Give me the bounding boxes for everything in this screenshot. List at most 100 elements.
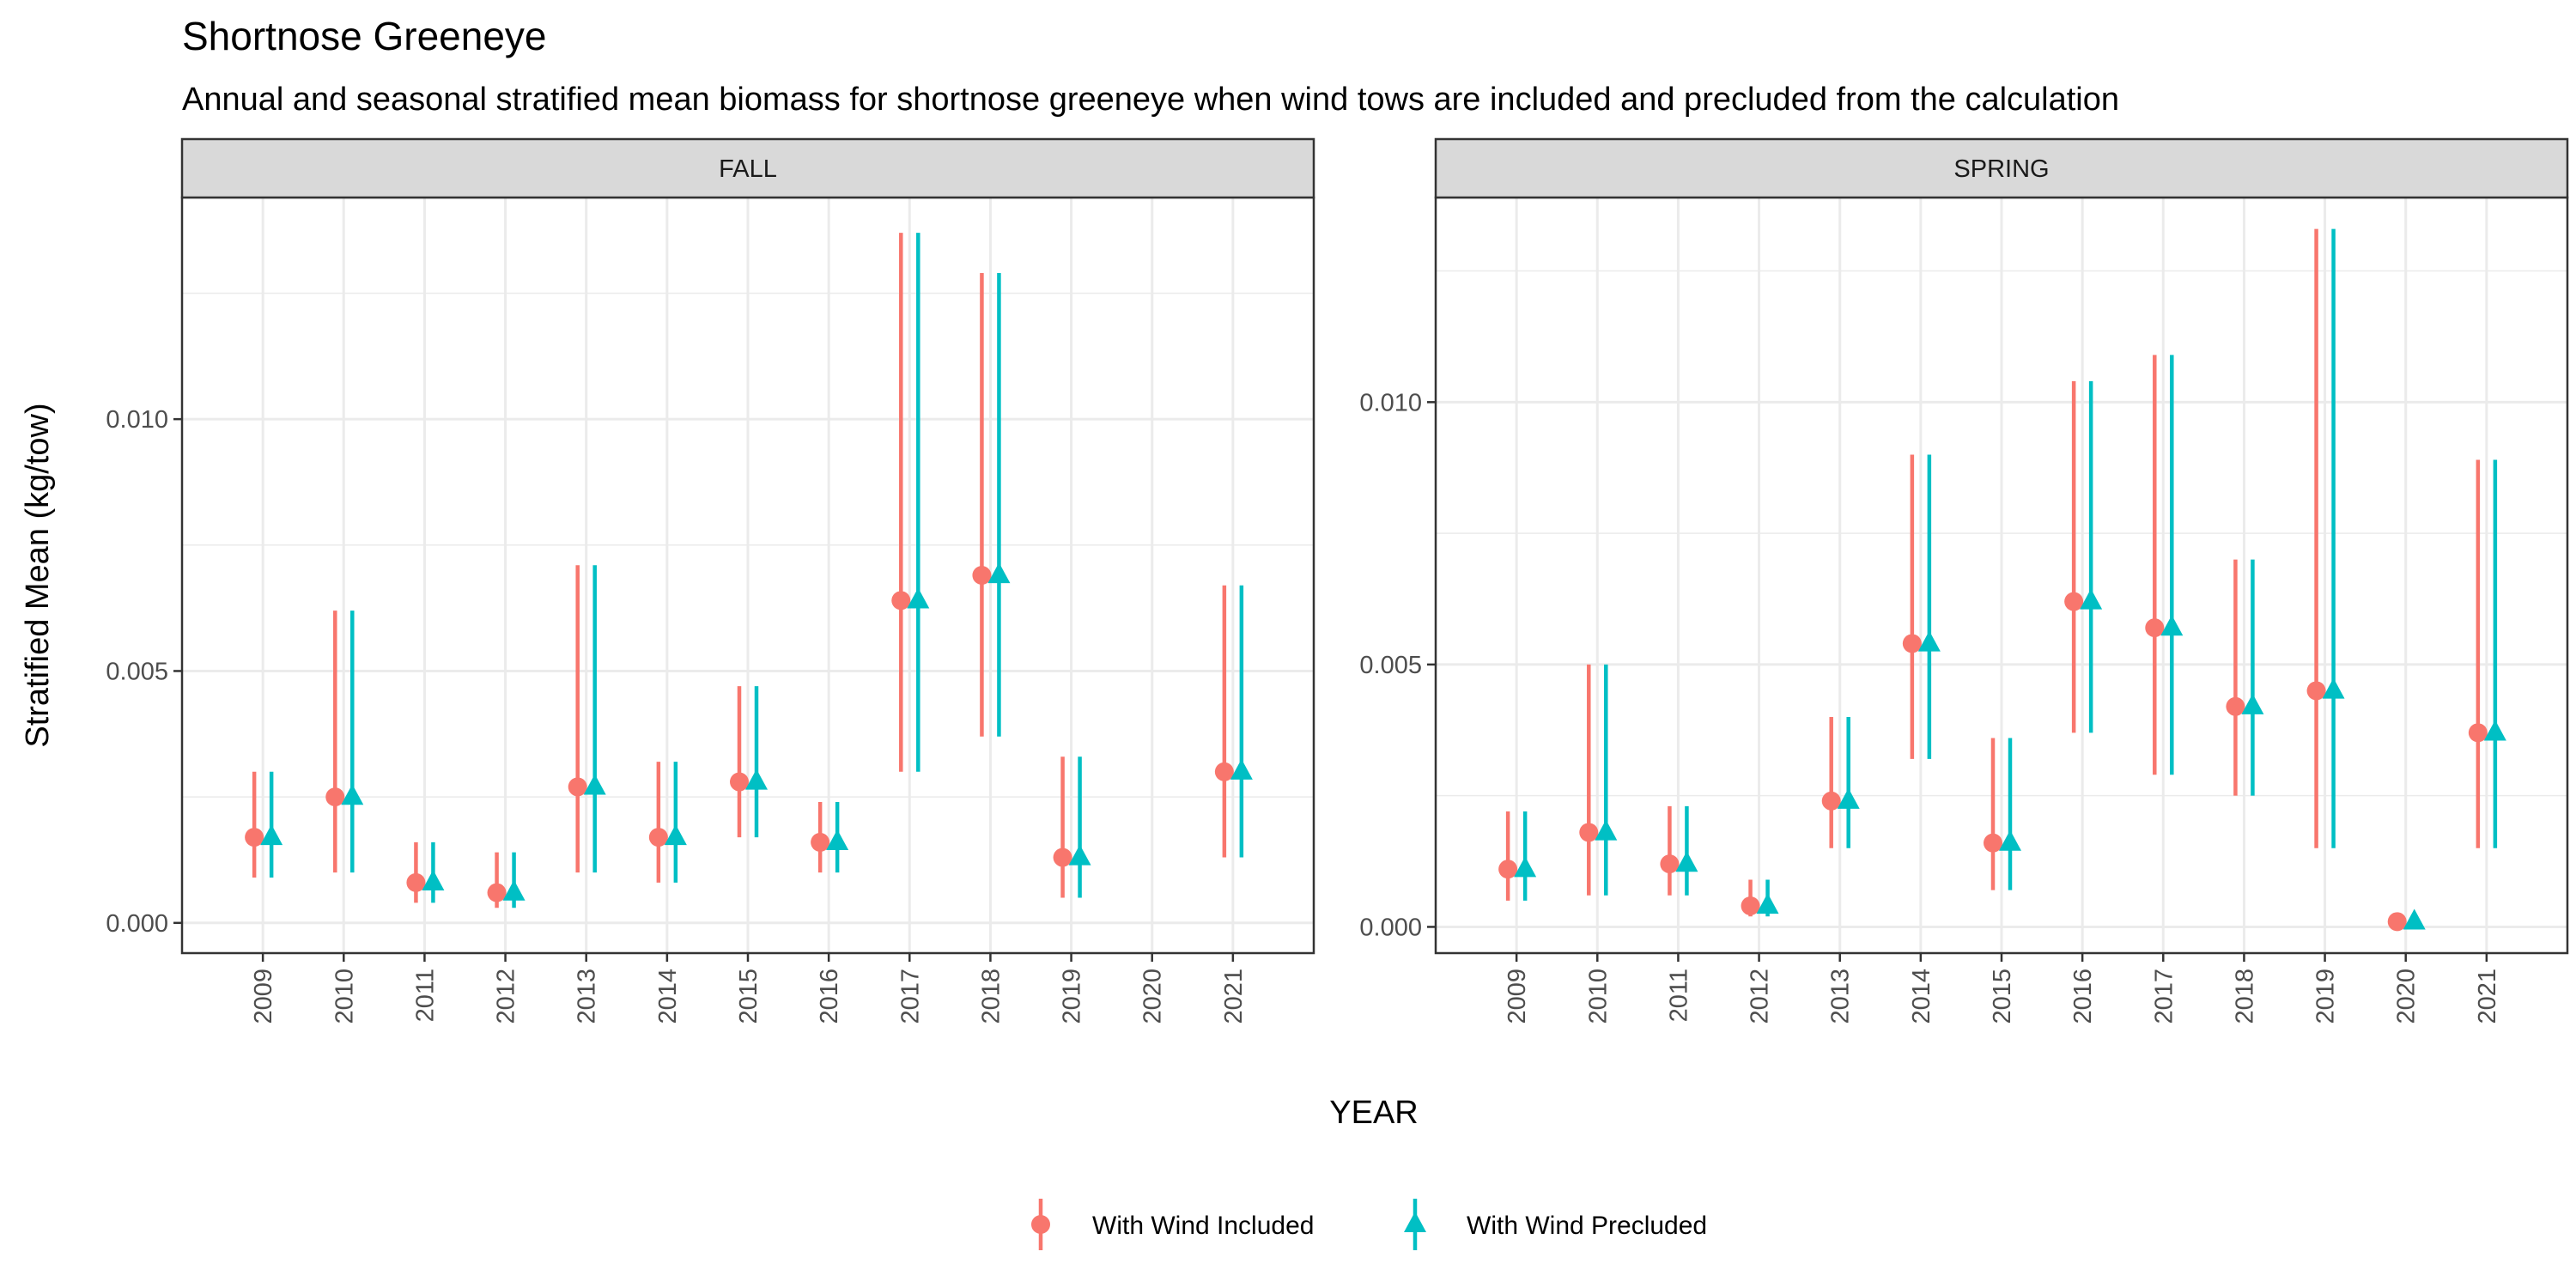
- data-point-triangle: [2160, 615, 2184, 636]
- panel-spring: SPRING 0.000 0.005 0.010 2009 2010 2011 2012 201…: [1359, 137, 2569, 1024]
- data-point-triangle: [2403, 908, 2426, 930]
- data-point-triangle: [1756, 893, 1779, 914]
- data-point-circle: [487, 883, 507, 902]
- x-tick-label: 2016: [816, 969, 843, 1024]
- y-tick-label: 0.005: [1359, 652, 1422, 679]
- x-tick-label: 2010: [1584, 969, 1612, 1024]
- data-point-triangle: [745, 769, 768, 790]
- legend-label: With Wind Precluded: [1467, 1212, 1707, 1240]
- x-tick-label: 2009: [250, 969, 277, 1024]
- data-point-triangle: [2080, 588, 2103, 610]
- data-point-circle: [325, 787, 345, 807]
- data-point-circle: [1741, 896, 1760, 915]
- data-point-triangle: [987, 562, 1011, 584]
- data-point-circle: [730, 772, 749, 792]
- data-point-triangle: [583, 774, 606, 795]
- data-point-triangle: [1999, 829, 2021, 851]
- data-point-triangle: [664, 824, 687, 846]
- data-point-circle: [568, 777, 587, 797]
- data-point-circle: [1579, 823, 1599, 842]
- data-point-circle: [2064, 592, 2084, 611]
- data-point-triangle: [260, 824, 283, 846]
- series-included: [245, 233, 1234, 908]
- panel-fall: FALL 0.000 0.005 0.010 2009 2010 2011 2012 2013 2…: [106, 137, 1315, 1024]
- x-tick-label: 2018: [977, 969, 1005, 1024]
- panels: FALL 0.000 0.005 0.010 2009 2010 2011 2012 2013 2…: [106, 137, 2569, 1024]
- x-tick-label: 2012: [1747, 969, 1774, 1024]
- series-precluded: [1514, 228, 2506, 930]
- chart-subtitle: Annual and seasonal stratified mean biom…: [182, 82, 2119, 118]
- data-point-triangle: [2483, 720, 2506, 741]
- legend-key-circle: [1031, 1215, 1050, 1234]
- data-point-triangle: [502, 879, 526, 901]
- x-tick-label: 2014: [654, 969, 682, 1024]
- data-point-circle: [2387, 912, 2407, 932]
- x-tick-label: 2019: [1059, 969, 1086, 1024]
- data-point-triangle: [1068, 844, 1091, 866]
- x-tick-label: 2009: [1504, 969, 1531, 1024]
- data-point-triangle: [422, 869, 445, 890]
- legend: With Wind Included With Wind Precluded: [1031, 1199, 1707, 1250]
- series-precluded: [260, 233, 1253, 908]
- chart-title: Shortnose Greeneye: [182, 14, 547, 58]
- data-point-circle: [1214, 762, 1234, 781]
- x-tick-label: 2011: [411, 969, 439, 1022]
- x-tick-label: 2017: [2150, 969, 2178, 1024]
- data-point-triangle: [1230, 758, 1253, 780]
- y-tick-label: 0.005: [106, 658, 168, 685]
- x-tick-label: 2015: [1989, 969, 2016, 1024]
- data-point-circle: [972, 566, 992, 585]
- y-axis-title: Stratified Mean (kg/tow): [20, 403, 56, 747]
- x-tick-label: 2017: [896, 969, 924, 1024]
- data-point-circle: [1902, 634, 1922, 653]
- legend-item-precluded: With Wind Precluded: [1404, 1199, 1707, 1250]
- series-included: [1498, 228, 2488, 932]
- data-point-triangle: [1675, 851, 1698, 872]
- data-point-circle: [1984, 833, 2002, 853]
- data-point-triangle: [1595, 819, 1618, 841]
- y-tick-label: 0.010: [1359, 389, 1422, 416]
- data-point-triangle: [826, 829, 849, 851]
- data-point-circle: [648, 828, 668, 848]
- legend-item-included: With Wind Included: [1031, 1199, 1314, 1250]
- data-point-triangle: [2241, 693, 2264, 714]
- x-tick-label: 2014: [1908, 969, 1935, 1024]
- x-tick-label: 2013: [574, 969, 601, 1024]
- x-tick-label: 2015: [735, 969, 762, 1024]
- x-tick-label: 2012: [493, 969, 520, 1024]
- data-point-triangle: [1917, 630, 1941, 652]
- data-point-triangle: [1837, 787, 1860, 809]
- data-point-circle: [2145, 618, 2165, 638]
- x-axis-title: YEAR: [1329, 1095, 1418, 1131]
- x-tick-label: 2021: [2474, 969, 2501, 1024]
- y-tick-label: 0.000: [1359, 914, 1422, 941]
- data-point-circle: [2306, 681, 2326, 701]
- data-point-circle: [1660, 854, 1680, 874]
- strip-background: [180, 137, 1315, 199]
- data-point-triangle: [2322, 677, 2345, 699]
- data-point-circle: [245, 828, 264, 848]
- data-point-circle: [2468, 723, 2488, 743]
- data-point-circle: [891, 591, 911, 611]
- strip-background: [1434, 137, 2569, 199]
- y-tick-label: 0.010: [106, 406, 168, 434]
- x-tick-label: 2016: [2069, 969, 2097, 1024]
- data-point-circle: [1821, 791, 1841, 811]
- x-tick-label: 2013: [1827, 969, 1855, 1024]
- strip-label: SPRING: [1953, 155, 2049, 183]
- x-tick-label: 2021: [1220, 969, 1248, 1024]
- x-tick-label: 2020: [1139, 969, 1167, 1024]
- data-point-circle: [811, 832, 830, 852]
- legend-label: With Wind Included: [1092, 1212, 1314, 1240]
- x-tick-label: 2018: [2231, 969, 2258, 1024]
- data-point-circle: [1053, 848, 1072, 867]
- x-tick-label: 2019: [2312, 969, 2340, 1024]
- data-point-triangle: [341, 784, 364, 805]
- x-tick-label: 2020: [2393, 969, 2421, 1024]
- data-point-circle: [1498, 860, 1518, 879]
- y-tick-label: 0.000: [106, 910, 168, 938]
- data-point-circle: [2226, 696, 2245, 716]
- data-point-circle: [406, 872, 426, 892]
- data-point-triangle: [1514, 856, 1537, 878]
